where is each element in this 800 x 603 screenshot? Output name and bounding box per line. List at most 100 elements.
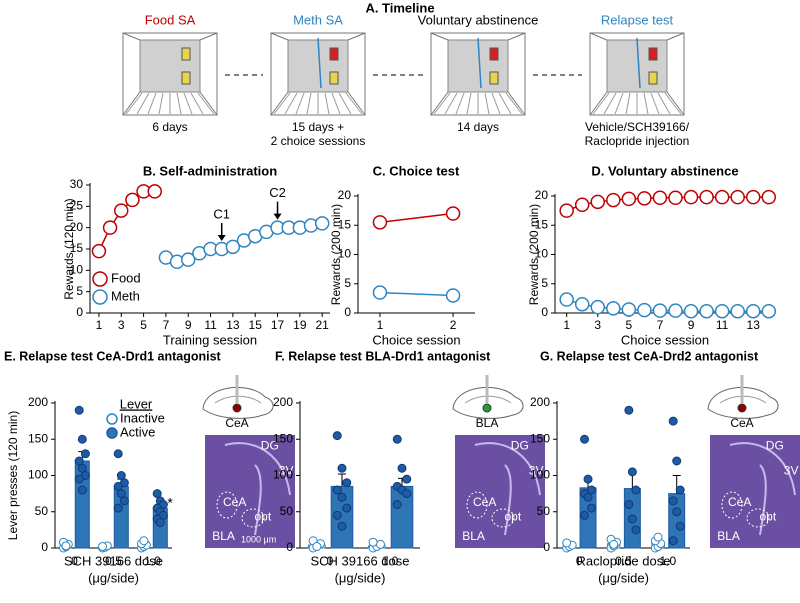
cage-edge: [199, 91, 218, 116]
legend-title: Lever: [120, 396, 153, 411]
region-marker: [232, 403, 242, 413]
x-tick-label: 15: [249, 318, 263, 332]
point: [761, 303, 777, 319]
data-point: [587, 503, 597, 513]
point: [761, 189, 777, 205]
point: [668, 303, 683, 318]
point: [714, 303, 730, 319]
data-point: [668, 416, 678, 426]
cage-floor: [484, 92, 490, 115]
chart-title: F. Relapse test BLA-Drd1 antagonist: [275, 349, 491, 363]
region-marker: [737, 403, 747, 413]
point: [683, 303, 699, 319]
series-line: [379, 212, 454, 224]
y-tick-label: 10: [535, 247, 549, 261]
region-outline: [466, 491, 488, 519]
data-point: [587, 485, 597, 495]
y-tick-label: 150: [530, 431, 550, 445]
data-point: [631, 485, 641, 495]
point: [730, 189, 745, 205]
x-tick-label: 3: [594, 318, 601, 332]
cage-floor: [197, 92, 215, 115]
stage-duration: 2 choice sessions: [271, 134, 366, 148]
brain-schematic-detail: [214, 395, 262, 404]
x-tick-label: 0: [576, 554, 583, 568]
annotation: *: [167, 494, 173, 510]
point: [652, 190, 668, 206]
x-tick-label: 1: [563, 318, 570, 332]
cage-edge: [589, 91, 608, 116]
x-tick-label: 21: [316, 318, 330, 332]
section-label: CeA: [223, 495, 246, 509]
cage-edge: [666, 91, 685, 116]
x-tick-label: 5: [626, 318, 633, 332]
y-tick-label: 0: [541, 305, 548, 319]
x-tick-label: 9: [185, 318, 192, 332]
point: [180, 252, 196, 267]
y-axis-label: Rewards (200 min): [329, 204, 343, 305]
point: [606, 192, 621, 208]
section-label: 1000 μm: [241, 534, 276, 544]
x-tick-label: 1: [377, 318, 384, 332]
data-point: [113, 503, 123, 513]
point: [730, 303, 745, 319]
legend-marker: [92, 271, 108, 287]
point: [559, 203, 574, 218]
region-outline: [241, 508, 265, 528]
data-point: [98, 542, 108, 552]
data-point: [392, 434, 402, 444]
legend-label: Inactive: [120, 410, 165, 425]
cage-edge: [270, 91, 289, 116]
y-axis-label: Rewards (200 min): [527, 204, 541, 305]
y-tick-label: 15: [70, 241, 84, 255]
lever: [329, 71, 339, 85]
point: [637, 191, 652, 206]
cage-floor: [176, 92, 182, 115]
annotation: C1: [213, 206, 230, 221]
data-point: [74, 405, 84, 415]
x-tick-label: 19: [293, 318, 307, 332]
section-label: BLA: [212, 529, 235, 543]
histology-image: [455, 435, 545, 548]
stage-duration: 6 days: [152, 120, 187, 134]
tether: [317, 37, 322, 89]
cage-floor: [338, 92, 352, 115]
cage-floor: [324, 92, 330, 115]
data-point: [402, 474, 412, 484]
histology-image: [205, 435, 295, 548]
region-label: BLA: [476, 416, 499, 430]
y-tick-label: 5: [344, 276, 351, 290]
stage-label: Food SA: [145, 12, 196, 27]
section-label: BLA: [717, 529, 740, 543]
cage-floor: [643, 92, 649, 115]
chart-title: B. Self-administration: [143, 163, 277, 178]
y-tick-label: 150: [273, 431, 293, 445]
y-tick-label: 30: [70, 177, 84, 191]
cage-frame: [270, 32, 366, 116]
brain-schematic-detail: [464, 395, 512, 404]
stage-duration: Vehicle/SCH39166/: [585, 120, 690, 134]
cage-edge: [199, 32, 218, 41]
x-tick-label: 1: [96, 318, 103, 332]
cage-floor: [625, 92, 631, 115]
lever: [648, 47, 658, 61]
y-tick-label: 25: [70, 199, 84, 213]
y-tick-label: 20: [535, 188, 549, 202]
point: [445, 288, 461, 303]
point: [668, 190, 683, 206]
data-point: [342, 503, 352, 513]
point: [590, 299, 606, 315]
x-tick-label: 1.0: [144, 554, 161, 568]
x-axis-label: Choice session: [621, 332, 709, 347]
cage-floor: [125, 92, 143, 115]
point: [574, 197, 590, 213]
cage-edge: [122, 32, 141, 41]
data-point: [332, 485, 342, 495]
data-point: [583, 474, 593, 484]
cage-floor: [273, 92, 291, 115]
x-tick-label: 7: [163, 318, 170, 332]
y-tick-label: 0: [543, 540, 550, 554]
data-point: [119, 496, 129, 506]
data-point: [627, 514, 637, 524]
y-tick-label: 5: [76, 284, 83, 298]
